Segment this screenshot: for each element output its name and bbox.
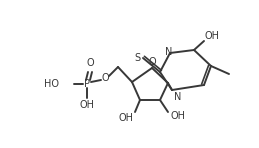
Text: S: S bbox=[134, 53, 140, 63]
Text: O: O bbox=[101, 73, 109, 83]
Text: N: N bbox=[165, 47, 173, 57]
Text: N: N bbox=[174, 92, 181, 102]
Text: OH: OH bbox=[205, 31, 219, 41]
Text: OH: OH bbox=[80, 100, 95, 110]
Text: P: P bbox=[84, 79, 90, 89]
Text: OH: OH bbox=[170, 111, 185, 121]
Text: O: O bbox=[148, 57, 156, 67]
Text: OH: OH bbox=[119, 113, 133, 123]
Text: O: O bbox=[86, 58, 94, 68]
Text: HO: HO bbox=[44, 79, 59, 89]
